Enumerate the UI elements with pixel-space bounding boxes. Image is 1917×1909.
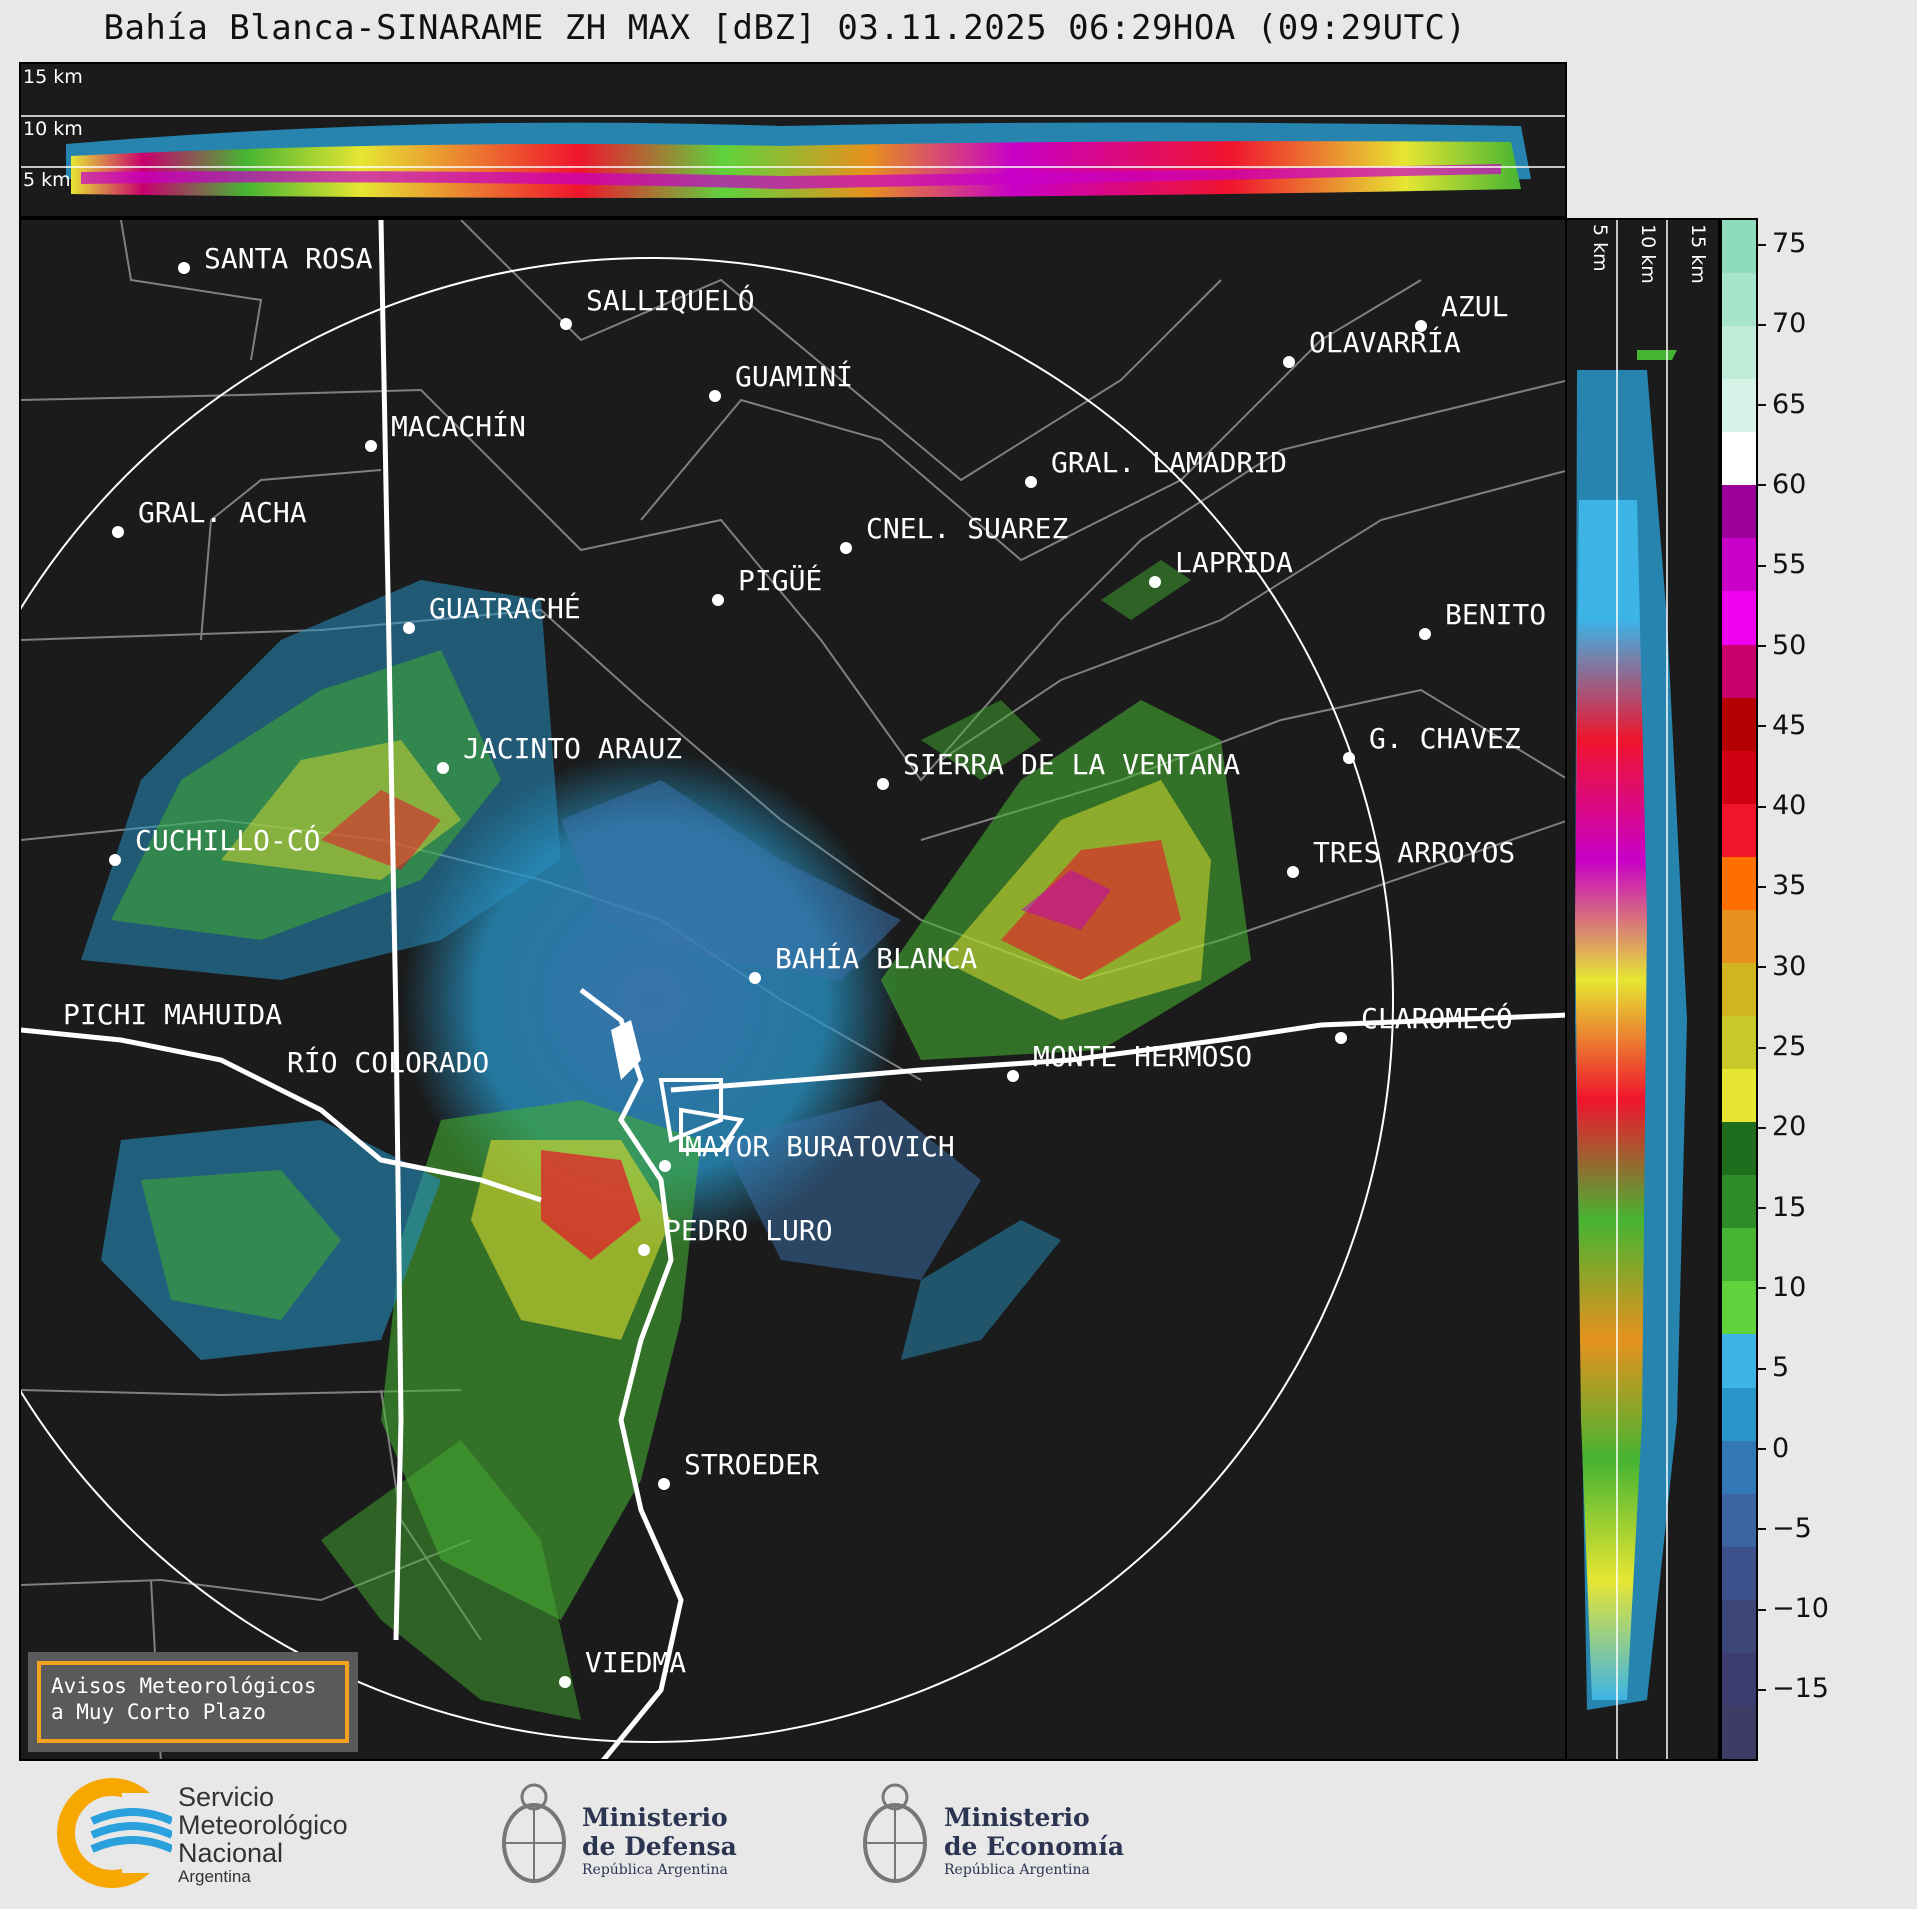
colorbar-tick-label: 25 [1758, 1031, 1806, 1062]
city-pichi-mahuida: PICHI MAHUIDA [63, 998, 283, 1031]
colorbar-segment [1722, 538, 1756, 593]
defensa-emblem-icon [502, 1783, 566, 1883]
height-label-15km: 15 km [23, 66, 83, 88]
colorbar-segment [1722, 1281, 1756, 1336]
colorbar-segment [1722, 591, 1756, 646]
colorbar-segment [1722, 1069, 1756, 1124]
city-gral-lamadrid: GRAL. LAMADRID [1025, 446, 1287, 488]
colorbar-tick-label: −5 [1758, 1513, 1812, 1544]
colorbar [1720, 218, 1758, 1761]
colorbar-tick-label: 0 [1758, 1433, 1789, 1464]
city-santa-rosa: SANTA ROSA [178, 242, 373, 275]
colorbar-segment [1722, 697, 1756, 752]
height-label-5km-vertical: 5 km [1589, 224, 1611, 272]
colorbar-segment [1722, 1546, 1756, 1601]
city-bahia-blanca: BAHÍA BLANCA [749, 942, 977, 984]
city-cnel-suarez: CNEL. SUAREZ [840, 512, 1068, 554]
colorbar-segment [1722, 1175, 1756, 1230]
city-olavarria: OLAVARRÍA [1283, 326, 1461, 368]
colorbar-tick-label: 10 [1758, 1272, 1806, 1303]
city-macachin: MACACHÍN [365, 410, 526, 452]
height-label-10km-vertical: 10 km [1637, 224, 1659, 284]
colorbar-segment [1722, 962, 1756, 1018]
colorbar-tick-label: 75 [1758, 228, 1806, 259]
height-label-15km-vertical: 15 km [1687, 224, 1709, 284]
aviso-line2: a Muy Corto Plazo [51, 1700, 266, 1724]
city-tres-arroyos: TRES ARROYOS [1287, 836, 1515, 878]
colorbar-segment [1722, 644, 1756, 699]
colorbar-tick-label: 50 [1758, 630, 1806, 661]
city-azul: AZUL [1415, 290, 1508, 332]
colorbar-segment [1722, 1016, 1756, 1071]
colorbar-tick-label: 30 [1758, 951, 1806, 982]
city-monte-hermoso: MONTE HERMOSO [1007, 1040, 1252, 1082]
colorbar-ticks: 75 70 65 60 55 50 45 40 35 30 25 20 15 10 5 0 −5 −10 −15 [1758, 218, 1908, 1761]
colorbar-segment [1722, 856, 1756, 911]
colorbar-segment [1722, 909, 1756, 964]
city-stroeder: STROEDER [658, 1448, 819, 1490]
right-cross-section: 5 km 10 km 15 km [1567, 218, 1720, 1761]
colorbar-segment [1722, 1387, 1756, 1442]
defensa-logo-text: Ministerio de Defensa República Argentin… [582, 1803, 737, 1878]
radar-echoes [81, 560, 1251, 1720]
aviso-line1: Avisos Meteorológicos [51, 1674, 317, 1698]
colorbar-tick-label: 15 [1758, 1192, 1806, 1223]
colorbar-segment [1722, 750, 1756, 805]
colorbar-segment [1722, 220, 1756, 275]
city-salliquelo: SALLIQUELÓ [560, 284, 755, 330]
smn-logo-text: Servicio Meteorológico Nacional Argentin… [178, 1782, 348, 1886]
city-guatrache: GUATRACHÉ [403, 592, 581, 634]
city-claromeco: CLAROMECÓ [1335, 1002, 1513, 1044]
colorbar-segment [1722, 1599, 1756, 1654]
colorbar-segment [1722, 273, 1756, 328]
colorbar-segment [1722, 379, 1756, 434]
economia-logo-text: Ministerio de Economía República Argenti… [944, 1803, 1125, 1878]
city-rio-colorado: RÍO COLORADO [287, 1046, 490, 1079]
colorbar-segment [1722, 1440, 1756, 1495]
colorbar-tick-label: 5 [1758, 1352, 1789, 1383]
colorbar-segment [1722, 1652, 1756, 1707]
city-benito: BENITO [1419, 598, 1546, 640]
height-label-10km: 10 km [23, 118, 83, 140]
colorbar-tick-label: 60 [1758, 469, 1806, 500]
colorbar-tick-label: 45 [1758, 710, 1806, 741]
colorbar-tick-label: 70 [1758, 308, 1806, 339]
economia-emblem-icon [863, 1783, 927, 1883]
radar-map: SANTA ROSA SALLIQUELÓ GUAMINÍ MACACHÍN A… [19, 218, 1567, 1761]
city-guamini: GUAMINÍ [709, 360, 853, 402]
colorbar-tick-label: −15 [1758, 1673, 1829, 1704]
city-mayor-buratovich: MAYOR BURATOVICH [659, 1130, 955, 1172]
colorbar-segment [1722, 1493, 1756, 1548]
city-pedro-luro: PEDRO LURO [638, 1214, 833, 1256]
city-gral-acha: GRAL. ACHA [112, 496, 307, 538]
colorbar-segment [1722, 1228, 1756, 1283]
colorbar-tick-label: −10 [1758, 1593, 1829, 1624]
height-label-5km: 5 km [23, 169, 71, 191]
colorbar-segment [1722, 1334, 1756, 1389]
colorbar-tick-label: 20 [1758, 1111, 1806, 1142]
top-cross-section: 15 km 10 km 5 km [19, 62, 1567, 218]
city-laprida: LAPRIDA [1149, 546, 1293, 588]
colorbar-tick-label: 55 [1758, 549, 1806, 580]
colorbar-tick-label: 65 [1758, 389, 1806, 420]
colorbar-segment [1722, 803, 1756, 858]
city-viedma: VIEDMA [559, 1646, 686, 1688]
city-pigue: PIGÜÉ [712, 564, 822, 606]
colorbar-segment [1722, 485, 1756, 540]
colorbar-segment [1722, 1122, 1756, 1177]
city-g-chavez: G. CHAVEZ [1343, 722, 1521, 764]
colorbar-tick-label: 40 [1758, 790, 1806, 821]
colorbar-tick-label: 35 [1758, 870, 1806, 901]
footer: Servicio Meteorológico Nacional Argentin… [0, 1761, 1917, 1909]
colorbar-segment [1722, 1705, 1756, 1759]
city-sierra-de-la-ventana: SIERRA DE LA VENTANA [877, 748, 1240, 790]
city-jacinto-arauz: JACINTO ARAUZ [437, 732, 682, 774]
smn-logo-icon [57, 1778, 172, 1888]
city-cuchillo-co: CUCHILLO-CÓ [109, 824, 320, 866]
colorbar-segment [1722, 326, 1756, 381]
aviso-box: Avisos Meteorológicos a Muy Corto Plazo [28, 1652, 358, 1752]
colorbar-segment [1722, 432, 1756, 487]
chart-title: Bahía Blanca-SINARAME ZH MAX [dBZ] 03.11… [103, 8, 1467, 48]
